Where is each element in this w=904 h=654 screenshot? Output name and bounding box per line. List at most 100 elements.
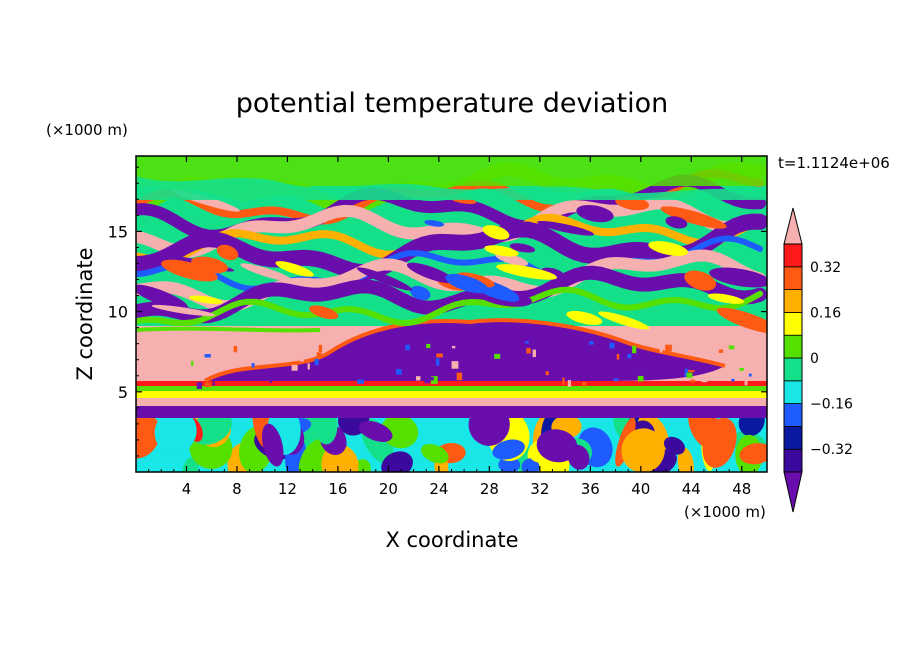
wave-blob (576, 204, 614, 223)
y-axis-title: Z coordinate (73, 247, 97, 380)
wave-blob (191, 256, 229, 274)
speckle (731, 378, 735, 382)
speckle (567, 380, 572, 387)
x-tick-label: 32 (530, 480, 549, 498)
mid-negative-core (205, 320, 725, 381)
speckle (532, 349, 536, 358)
turbulent-cell (677, 447, 694, 472)
y-unit-label: (×1000 m) (46, 121, 128, 139)
speckle (436, 353, 443, 358)
speckle (191, 360, 194, 367)
speckle (728, 345, 735, 350)
wave-blob (482, 225, 510, 240)
speckle (686, 372, 693, 378)
speckle (291, 364, 298, 371)
wave-blob (216, 244, 239, 261)
speckle (307, 363, 310, 370)
wave-blob (275, 261, 314, 277)
speckle (427, 376, 434, 381)
speckle (316, 352, 322, 357)
wave-blob (496, 264, 558, 280)
speckle (335, 359, 343, 365)
colorbar-label: −0.16 (810, 397, 853, 413)
speckle (318, 344, 323, 352)
speckle (609, 342, 615, 349)
speckle (545, 371, 549, 376)
wave-blob (684, 270, 717, 291)
speckle (456, 372, 463, 381)
speckle (233, 345, 238, 353)
colorbar-segment (783, 425, 803, 450)
colorbar-segment (783, 289, 803, 313)
turbulent-cell (358, 421, 393, 442)
colorbar-segment (783, 403, 803, 427)
mid-noise-speckles (191, 341, 752, 389)
x-unit-label: (×1000 m) (684, 503, 766, 521)
speckle (562, 377, 565, 385)
wave-blob (709, 267, 767, 288)
speckle (426, 343, 431, 349)
speckle (718, 349, 724, 353)
turbulent-cell (261, 423, 284, 467)
speckle (405, 344, 410, 351)
band-green (136, 386, 767, 391)
speckle (451, 345, 456, 349)
wave-blob (356, 267, 413, 291)
wave-blob (309, 305, 339, 320)
colorbar-segment (783, 357, 803, 382)
speckle (637, 375, 644, 382)
top-green-blobs (136, 176, 767, 200)
speckle (688, 370, 695, 373)
wave-band (136, 213, 767, 281)
y-tick-label: 10 (108, 303, 128, 322)
speckle (690, 379, 696, 383)
turbulent-cell (663, 436, 686, 455)
wave-blob (648, 241, 689, 256)
speckle (204, 354, 211, 358)
speckle (659, 346, 663, 353)
speckle (357, 379, 364, 384)
x-tick-label: 36 (581, 480, 600, 498)
speckle (526, 348, 531, 354)
wave-blob (660, 206, 727, 229)
heatmap-field (136, 156, 767, 472)
wave-blob (707, 293, 745, 304)
turbulent-cell (492, 439, 525, 460)
wave-blob (406, 262, 455, 284)
wave-band (136, 286, 763, 327)
speckle (744, 379, 748, 386)
wave-blob (484, 245, 519, 257)
wave-blob (665, 216, 688, 229)
x-tick-label: 16 (328, 480, 347, 498)
colorbar-segment (783, 266, 803, 290)
turbulent-cell (182, 456, 199, 472)
y-tick-label: 15 (108, 222, 128, 241)
wave-blob (566, 310, 603, 325)
turbulent-cell (739, 443, 767, 465)
x-axis-title: X coordinate (385, 528, 518, 552)
x-axis: 4 8 12 16 20 24 28 32 36 40 44 48 (148, 156, 755, 498)
speckle (613, 378, 619, 382)
upper-wave-bands (136, 162, 767, 334)
colorbar-label: 0.16 (810, 305, 841, 321)
colorbar: 0.32 0.16 0 −0.16 −0.32 (783, 207, 853, 513)
colorbar-segment (783, 380, 803, 404)
wave-blob (445, 273, 489, 294)
speckle (424, 378, 431, 384)
band-red (136, 381, 767, 386)
mid-green-rim (136, 326, 321, 333)
colorbar-extend-max (783, 207, 803, 245)
colorbar-label: 0 (810, 351, 819, 367)
speckle (196, 382, 203, 389)
chart-title: potential temperature deviation (236, 88, 668, 119)
speckle (204, 382, 211, 388)
speckle (269, 376, 272, 384)
band-yellow (136, 391, 767, 398)
wave-blob (410, 285, 431, 301)
band-pink-low (136, 398, 767, 406)
colorbar-segment (783, 448, 803, 473)
speckle (616, 353, 620, 360)
x-tick-label: 12 (278, 480, 297, 498)
speckle (436, 358, 440, 366)
colorbar-segment (783, 334, 803, 359)
